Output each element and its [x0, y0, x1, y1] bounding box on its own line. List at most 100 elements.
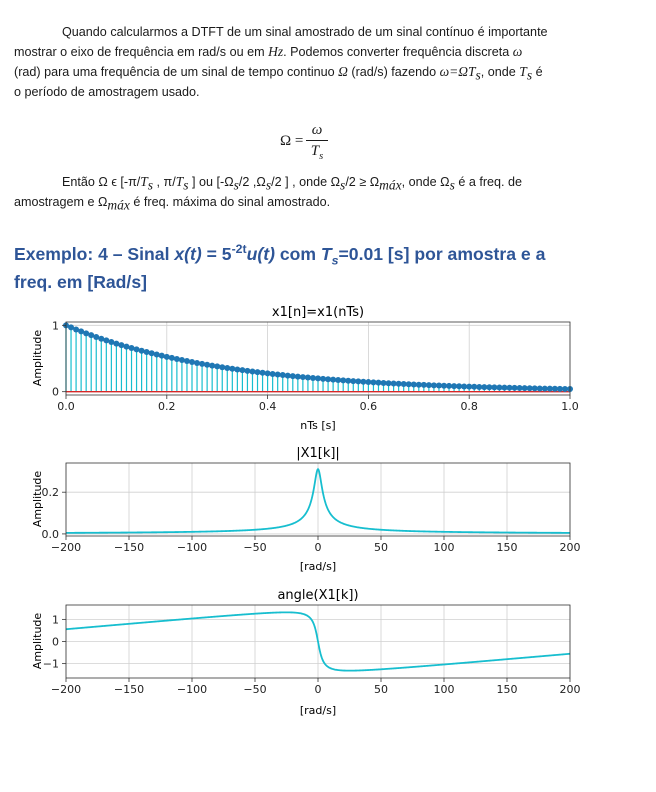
x-tick-label: 100: [434, 541, 455, 554]
stem-marker: [143, 349, 150, 356]
stem-marker: [234, 366, 241, 373]
stem-marker: [118, 342, 125, 349]
range-line-2: amostragem e Ωmáx é freq. máxima do sina…: [14, 195, 331, 213]
stem-marker: [501, 384, 508, 391]
stem-marker: [531, 385, 538, 392]
y-tick-label: 1: [52, 613, 59, 626]
stem-marker: [451, 383, 458, 390]
x-tick-label: 0.4: [259, 400, 277, 413]
stem-marker: [194, 359, 201, 366]
stem-marker: [511, 384, 518, 391]
magnitude-plot-xlabel: [rad/s]: [300, 560, 336, 573]
x-tick-label: 0.8: [460, 400, 478, 413]
stem-marker: [269, 370, 276, 377]
heading-line-1: Exemplo: 4 – Sinal x(t) = 5-2tu(t) com T…: [14, 242, 546, 268]
x-tick-label: 1.0: [561, 400, 579, 413]
y-tick-label: 1: [52, 319, 59, 332]
stem-marker: [380, 379, 387, 386]
example-heading: Exemplo: 4 – Sinal x(t) = 5-2tu(t) com T…: [14, 240, 634, 296]
stem-marker: [320, 375, 327, 382]
stem-marker: [133, 346, 140, 353]
stem-marker: [189, 359, 195, 366]
omega-formula: Ω = ω Ts: [280, 121, 360, 167]
x-tick-label: 150: [497, 683, 518, 696]
stem-marker: [446, 382, 453, 389]
stem-marker: [506, 384, 513, 391]
stem-marker: [456, 383, 463, 390]
stem-marker: [481, 384, 488, 391]
stem-marker: [284, 372, 291, 379]
stem-marker: [153, 351, 160, 358]
stem-marker: [315, 375, 321, 382]
stem-marker: [98, 335, 105, 342]
x-tick-label: 150: [497, 541, 518, 554]
stem-marker: [199, 360, 206, 367]
phase-plot-title: angle(X1[k]): [277, 588, 358, 603]
stem-marker: [173, 355, 180, 362]
stem-marker: [224, 364, 231, 371]
stem-marker: [259, 369, 266, 376]
x-tick-label: 0: [315, 541, 322, 554]
range-line-1: Então Ω ϵ [-π/Ts , π/Ts ] ou [-Ωs/2 ,Ωs/…: [62, 174, 523, 193]
stem-marker: [536, 385, 543, 392]
stem-marker: [209, 362, 216, 369]
stem-marker: [561, 385, 568, 392]
stem-marker: [340, 377, 347, 384]
stem-marker: [330, 376, 337, 383]
formula-fraction: ω Ts: [306, 121, 328, 162]
phase-plot: angle(X1[k]) −200 −150 −100 −50 0 50 100 150 200…: [31, 588, 581, 717]
stem-marker: [491, 384, 498, 391]
stem-plot-title: x1[n]=x1(nTs): [272, 305, 364, 320]
x-tick-label: −200: [51, 541, 81, 554]
stem-marker: [309, 374, 316, 381]
intro-line-1: Quando calcularmos a DTFT de um sinal am…: [62, 25, 548, 39]
magnitude-plot-ylabel: Amplitude: [31, 471, 44, 528]
stem-marker: [395, 380, 402, 387]
stem-marker: [365, 379, 372, 386]
stem-marker: [521, 385, 528, 392]
x-tick-label: −200: [51, 683, 81, 696]
x-tick-label: −100: [177, 541, 207, 554]
stem-marker: [204, 361, 211, 368]
y-tick-label: −1: [43, 658, 59, 671]
stem-marker: [68, 324, 75, 331]
stem-marker: [249, 368, 256, 375]
y-tick-label: 0.0: [42, 528, 60, 541]
stem-marker: [350, 378, 357, 385]
stem-marker: [83, 330, 90, 337]
stem-marker: [360, 378, 367, 385]
phase-plot-xlabel: [rad/s]: [300, 704, 336, 717]
stem-marker: [335, 377, 342, 384]
stem-marker: [430, 382, 437, 389]
stem-marker: [274, 371, 281, 378]
stem-marker: [304, 374, 311, 381]
stem-marker: [415, 381, 422, 388]
stem-plot-xlabel: nTs [s]: [300, 419, 335, 432]
stem-marker: [471, 383, 478, 390]
stem-marker: [244, 367, 251, 374]
stem-marker: [516, 385, 523, 392]
stem-marker: [435, 382, 442, 389]
stem-marker: [486, 384, 493, 391]
stem-marker: [385, 380, 392, 387]
x-tick-label: −150: [114, 541, 144, 554]
signal-figure: x1[n]=x1(nTs) 0.0 0.2 0.4 0.6 0.8 1.0 0 1 nTs […: [31, 305, 581, 717]
stem-marker: [219, 364, 226, 371]
stem-marker: [148, 350, 155, 357]
x-tick-label: 200: [560, 683, 581, 696]
phase-curve: [65, 611, 571, 672]
stem-marker: [425, 382, 432, 389]
stem-marker: [541, 385, 548, 392]
stem-marker: [355, 378, 362, 385]
stem-marker: [400, 381, 407, 388]
intro-line-2: mostrar o eixo de frequência em rad/s ou…: [14, 44, 523, 59]
stem-marker: [103, 337, 110, 344]
x-tick-label: 50: [374, 683, 388, 696]
y-tick-label: 0: [52, 636, 59, 649]
stem-marker: [73, 326, 80, 333]
stem-marker: [128, 345, 135, 352]
stem-marker: [556, 385, 563, 392]
stem-marker: [93, 333, 100, 340]
stem-marker: [239, 367, 246, 374]
stem-marker: [370, 379, 377, 386]
